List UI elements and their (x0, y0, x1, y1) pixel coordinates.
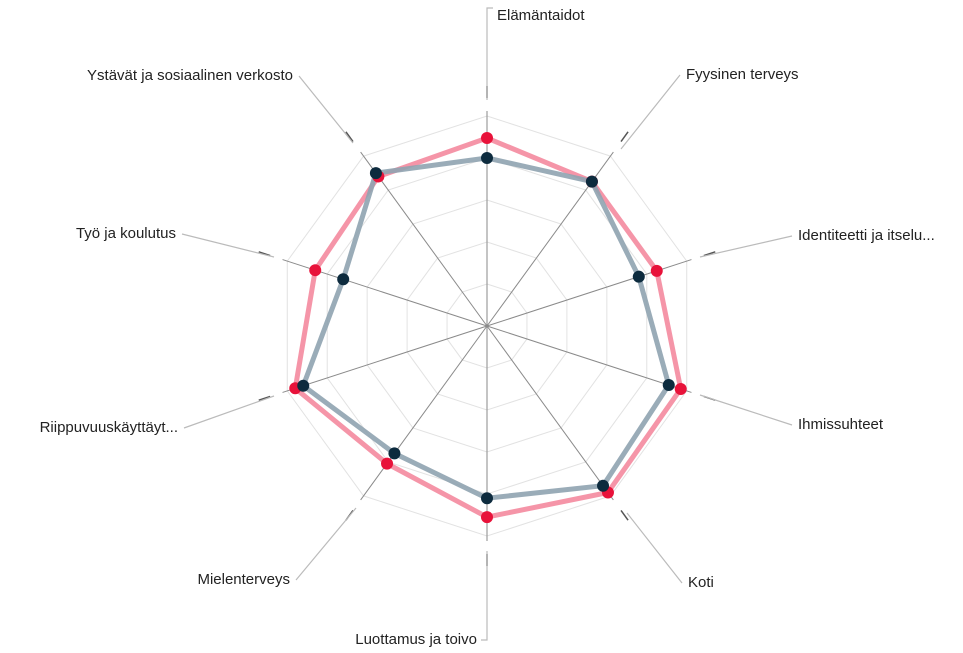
data-point (481, 132, 493, 145)
data-point (481, 511, 493, 524)
data-point (650, 264, 663, 277)
axis-line (282, 325, 488, 393)
axis-tick (345, 131, 354, 142)
axis-tick (703, 251, 716, 257)
data-point (369, 167, 382, 180)
label-leader (481, 551, 488, 641)
data-point (297, 379, 310, 392)
axis-label: Fyysinen terveys (686, 66, 799, 83)
axis-tick (620, 510, 629, 521)
axis-label: Työ ja koulutus (76, 225, 176, 242)
axis-label: Riippuvuuskäyttäyt... (40, 419, 178, 436)
axis-label: Identiteetti ja itselu... (798, 227, 935, 244)
label-leader (298, 75, 354, 144)
axis-tick (620, 131, 629, 142)
data-point (674, 382, 687, 395)
data-point (481, 152, 493, 164)
data-point (585, 175, 598, 188)
data-point (337, 273, 350, 286)
axis-label: Mielenterveys (197, 571, 290, 588)
axis-line (360, 325, 488, 501)
data-point (381, 457, 394, 470)
axis-tick (258, 251, 271, 257)
label-leader (626, 512, 683, 584)
label-leader (699, 235, 793, 258)
label-leader (183, 395, 275, 429)
data-point (388, 447, 401, 460)
label-leader (620, 74, 681, 150)
axis-tick (258, 395, 271, 401)
data-point (309, 264, 322, 277)
axis-label: Koti (688, 574, 714, 591)
axis-label: Ihmissuhteet (798, 416, 884, 433)
label-leader (181, 233, 275, 258)
axis-label: Ystävät ja sosiaalinen verkosto (87, 67, 293, 84)
axis-line (486, 325, 692, 393)
axis-label: Luottamus ja toivo (355, 631, 477, 648)
data-point (597, 479, 610, 492)
data-point (481, 492, 493, 505)
axis-label: Elämäntaidot (497, 7, 585, 24)
label-leader (486, 7, 493, 100)
axis-line (486, 325, 614, 501)
label-leader (295, 507, 357, 581)
data-point (632, 270, 645, 283)
data-point (662, 379, 675, 392)
label-leader (699, 394, 793, 426)
